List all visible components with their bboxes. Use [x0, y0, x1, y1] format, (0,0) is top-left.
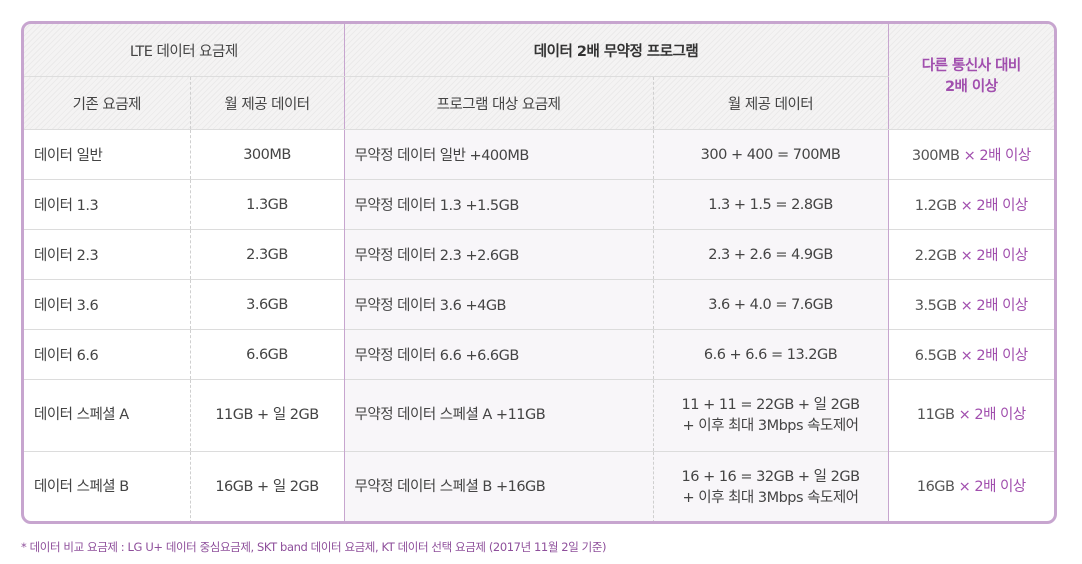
plan-name-cell: 데이터 1.3 — [24, 179, 191, 230]
program-monthly-data-cell: 2.3 + 2.6 = 4.9GB — [653, 229, 889, 280]
compare-multiplier: × 2배 이상 — [960, 248, 1029, 264]
compare-base-value: 3.5GB — [914, 298, 957, 314]
column-header-monthly-data: 월 제공 데이터 — [190, 76, 345, 130]
compare-base-value: 2.2GB — [914, 248, 957, 264]
plan-comparison-table: LTE 데이터 요금제 데이터 2배 무약정 프로그램 다른 통신사 대비 2배… — [24, 24, 1054, 521]
compare-header-line-2: 2배 이상 — [944, 78, 998, 95]
program-monthly-data-line: + 이후 최대 3Mbps 속도제어 — [682, 417, 860, 434]
program-plan-cell: 무약정 데이터 스페셜 A +11GB — [344, 379, 654, 452]
plan-rows: 데이터 일반 300MB 무약정 데이터 일반 +400MB 300 + 400 = … — [24, 129, 1054, 521]
footnote: * 데이터 비교 요금제 : LG U+ 데이터 중심요금제, SKT band… — [21, 540, 607, 554]
compare-multiplier: × 2배 이상 — [958, 407, 1027, 423]
column-header-program-plan: 프로그램 대상 요금제 — [344, 76, 654, 130]
program-plan-cell: 무약정 데이터 3.6 +4GB — [344, 279, 654, 330]
compare-cell: 6.5GB × 2배 이상 — [888, 329, 1054, 380]
compare-cell: 11GB × 2배 이상 — [888, 379, 1054, 452]
program-monthly-data-cell: 1.3 + 1.5 = 2.8GB — [653, 179, 889, 230]
monthly-data-cell: 16GB + 일 2GB — [190, 451, 345, 521]
compare-multiplier: × 2배 이상 — [960, 298, 1029, 314]
monthly-data-cell: 6.6GB — [190, 329, 345, 380]
plan-name-cell: 데이터 일반 — [24, 129, 191, 180]
plan-name-cell: 데이터 2.3 — [24, 229, 191, 280]
monthly-data-cell: 11GB + 일 2GB — [190, 379, 345, 452]
table-row: 데이터 2.3 2.3GB 무약정 데이터 2.3 +2.6GB 2.3 + 2.6 … — [24, 229, 1054, 280]
compare-base-value: 6.5GB — [914, 348, 957, 364]
compare-base-value: 300MB — [911, 148, 960, 164]
compare-base-value: 16GB — [916, 479, 955, 495]
compare-cell: 1.2GB × 2배 이상 — [888, 179, 1054, 230]
monthly-data-cell: 300MB — [190, 129, 345, 180]
plan-name-cell: 데이터 6.6 — [24, 329, 191, 380]
program-plan-cell: 무약정 데이터 6.6 +6.6GB — [344, 329, 654, 380]
plan-name-cell: 데이터 스페셜 A — [24, 379, 191, 452]
program-plan-cell: 무약정 데이터 1.3 +1.5GB — [344, 179, 654, 230]
table-row: 데이터 1.3 1.3GB 무약정 데이터 1.3 +1.5GB 1.3 + 1.5 … — [24, 179, 1054, 230]
program-monthly-data-line: 6.6 + 6.6 = 13.2GB — [703, 346, 838, 363]
column-header-plan: 기존 요금제 — [24, 76, 191, 130]
compare-multiplier: × 2배 이상 — [958, 479, 1027, 495]
compare-cell: 3.5GB × 2배 이상 — [888, 279, 1054, 330]
table-row: 데이터 스페셜 A 11GB + 일 2GB 무약정 데이터 스페셜 A +11GB… — [24, 379, 1054, 452]
program-monthly-data-cell: 6.6 + 6.6 = 13.2GB — [653, 329, 889, 380]
compare-cell: 300MB × 2배 이상 — [888, 129, 1054, 180]
table-row: 데이터 스페셜 B 16GB + 일 2GB 무약정 데이터 스페셜 B +16GB… — [24, 451, 1054, 521]
program-monthly-data-line: 2.3 + 2.6 = 4.9GB — [708, 246, 833, 263]
program-plan-cell: 무약정 데이터 2.3 +2.6GB — [344, 229, 654, 280]
compare-multiplier: × 2배 이상 — [963, 148, 1032, 164]
compare-cell: 16GB × 2배 이상 — [888, 451, 1054, 521]
program-monthly-data-line: 1.3 + 1.5 = 2.8GB — [708, 196, 833, 213]
monthly-data-cell: 1.3GB — [190, 179, 345, 230]
program-monthly-data-line: 11 + 11 = 22GB + 일 2GB — [681, 396, 861, 413]
program-monthly-data-line: + 이후 최대 3Mbps 속도제어 — [682, 489, 860, 506]
lte-plan-group-header: LTE 데이터 요금제 — [24, 24, 345, 77]
compare-header-line-1: 다른 통신사 대비 — [921, 57, 1021, 74]
table-row: 데이터 3.6 3.6GB 무약정 데이터 3.6 +4GB 3.6 + 4.0 = … — [24, 279, 1054, 330]
program-monthly-data-line: 300 + 400 = 700MB — [700, 146, 841, 163]
program-monthly-data-cell: 300 + 400 = 700MB — [653, 129, 889, 180]
program-group-header: 데이터 2배 무약정 프로그램 — [344, 24, 889, 77]
program-monthly-data-cell: 16 + 16 = 32GB + 일 2GB + 이후 최대 3Mbps 속도제어 — [653, 451, 889, 521]
plan-comparison-table-frame: LTE 데이터 요금제 데이터 2배 무약정 프로그램 다른 통신사 대비 2배… — [21, 21, 1057, 524]
compare-header: 다른 통신사 대비 2배 이상 — [888, 24, 1054, 130]
table-row: 데이터 일반 300MB 무약정 데이터 일반 +400MB 300 + 400 = … — [24, 129, 1054, 180]
program-monthly-data-line: 3.6 + 4.0 = 7.6GB — [708, 296, 833, 313]
compare-cell: 2.2GB × 2배 이상 — [888, 229, 1054, 280]
program-plan-cell: 무약정 데이터 스페셜 B +16GB — [344, 451, 654, 521]
program-monthly-data-cell: 11 + 11 = 22GB + 일 2GB + 이후 최대 3Mbps 속도제어 — [653, 379, 889, 452]
compare-multiplier: × 2배 이상 — [960, 198, 1029, 214]
compare-base-value: 11GB — [916, 407, 955, 423]
plan-name-cell: 데이터 3.6 — [24, 279, 191, 330]
monthly-data-cell: 3.6GB — [190, 279, 345, 330]
compare-base-value: 1.2GB — [914, 198, 957, 214]
program-plan-cell: 무약정 데이터 일반 +400MB — [344, 129, 654, 180]
program-monthly-data-line: 16 + 16 = 32GB + 일 2GB — [681, 468, 861, 485]
monthly-data-cell: 2.3GB — [190, 229, 345, 280]
program-monthly-data-cell: 3.6 + 4.0 = 7.6GB — [653, 279, 889, 330]
column-header-program-monthly-data: 월 제공 데이터 — [653, 76, 889, 130]
compare-multiplier: × 2배 이상 — [960, 348, 1029, 364]
table-row: 데이터 6.6 6.6GB 무약정 데이터 6.6 +6.6GB 6.6 + 6.6 … — [24, 329, 1054, 380]
plan-name-cell: 데이터 스페셜 B — [24, 451, 191, 521]
